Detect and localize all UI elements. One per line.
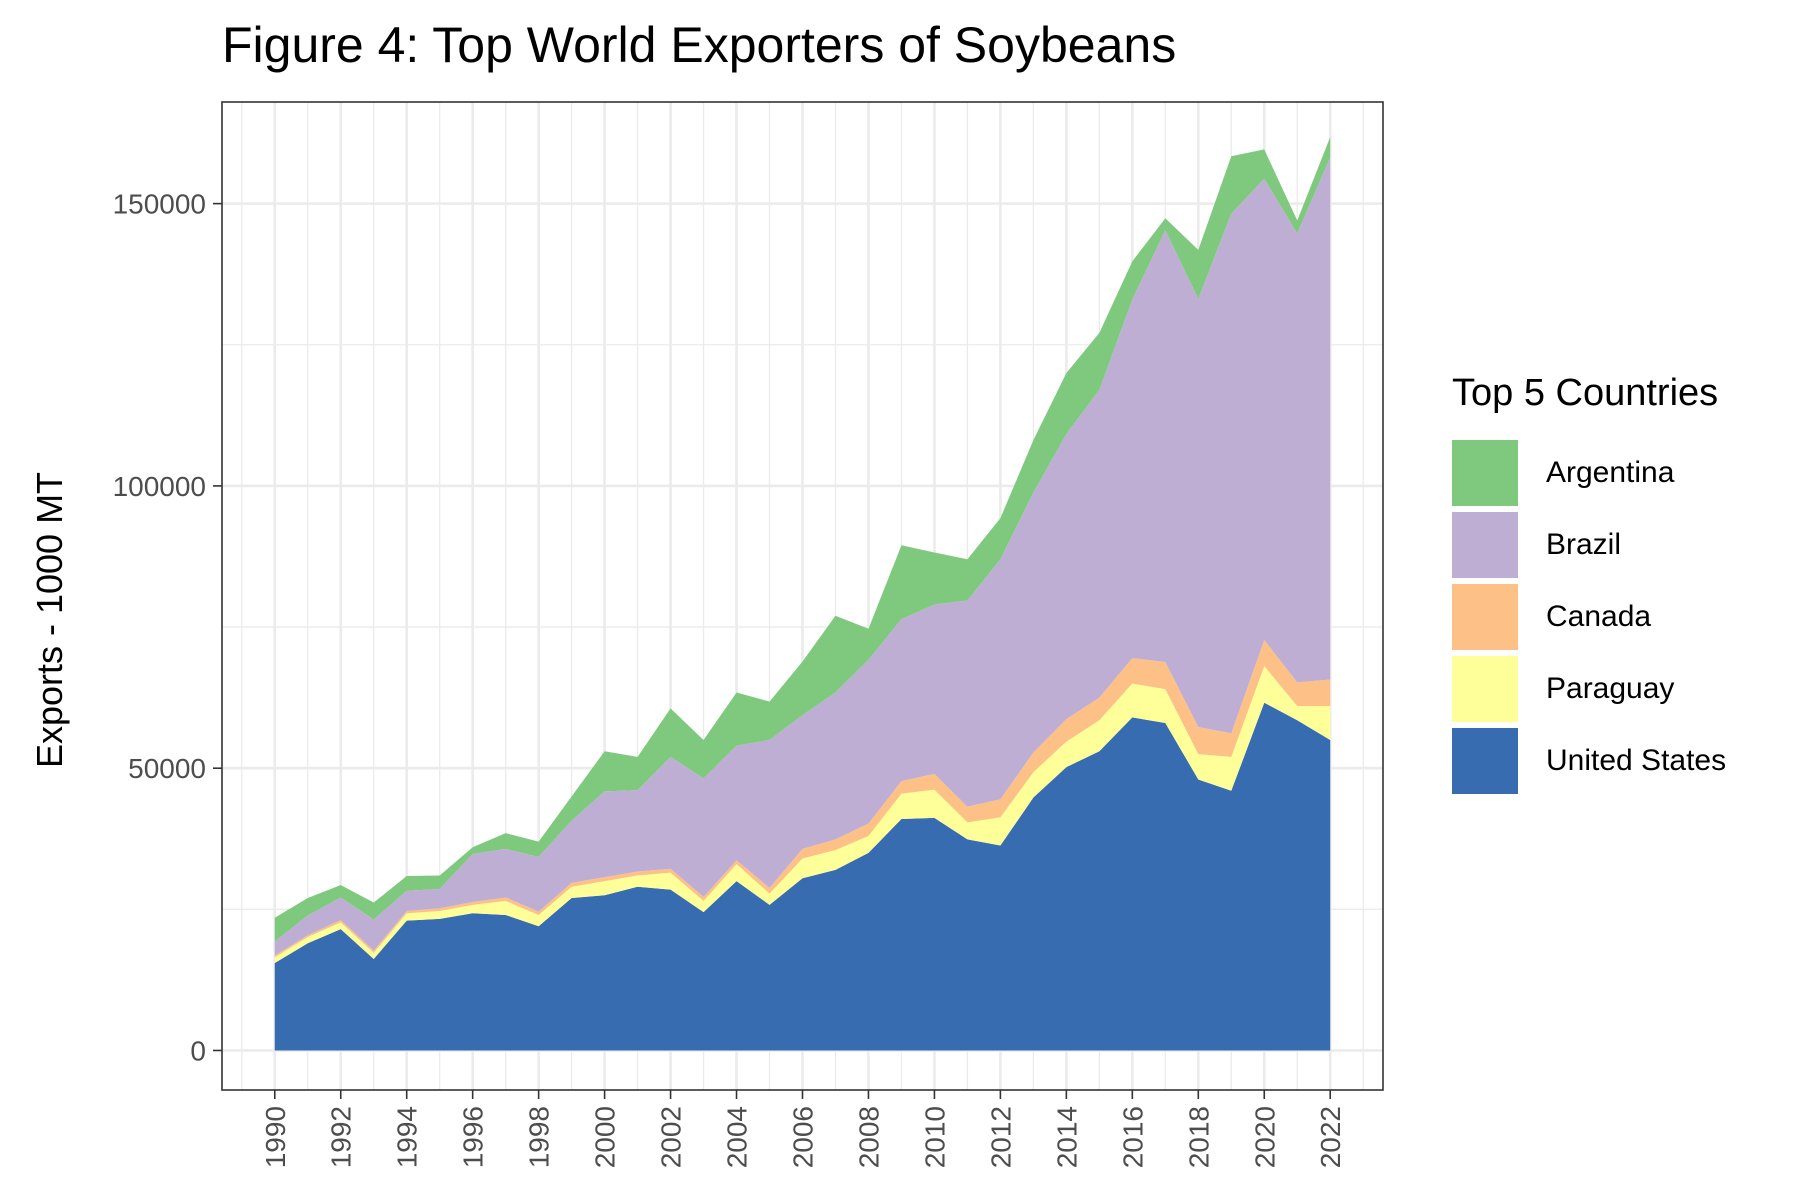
- legend-item: Brazil: [1452, 509, 1726, 581]
- legend-swatch: [1452, 584, 1518, 650]
- area-argentina: [274, 137, 1331, 942]
- area-canada: [274, 640, 1331, 958]
- legend-swatch: [1452, 512, 1518, 578]
- x-tick-label: 2010: [919, 1106, 950, 1168]
- legend-swatch: [1452, 728, 1518, 794]
- legend-item: Argentina: [1452, 437, 1726, 509]
- x-tick-label: 1990: [260, 1106, 291, 1168]
- x-tick-label: 2014: [1051, 1106, 1082, 1168]
- legend-swatch: [1452, 440, 1518, 506]
- legend-swatch: [1452, 656, 1518, 722]
- chart-title: Figure 4: Top World Exporters of Soybean…: [222, 17, 1177, 73]
- legend-item: Paraguay: [1452, 653, 1726, 725]
- legend: Top 5 Countries Argentina Brazil Canada Par…: [1452, 372, 1726, 797]
- y-tick-label: 0: [190, 1035, 206, 1066]
- x-tick-label: 2000: [590, 1106, 621, 1168]
- legend-label: Canada: [1546, 600, 1652, 633]
- x-tick-label: 2004: [722, 1106, 753, 1168]
- legend-label: Paraguay: [1546, 672, 1675, 705]
- y-tick-label: 100000: [113, 471, 206, 502]
- x-tick-label: 2012: [985, 1106, 1016, 1168]
- x-tick-label: 2008: [853, 1106, 884, 1168]
- legend-label: United States: [1546, 744, 1727, 777]
- x-tick-label: 2006: [788, 1106, 819, 1168]
- x-tick-label: 2022: [1315, 1106, 1346, 1168]
- area-brazil: [274, 157, 1331, 956]
- area-series: [274, 137, 1331, 1051]
- legend-item: United States: [1452, 725, 1726, 797]
- y-tick-label: 150000: [113, 189, 206, 220]
- x-tick-label: 1992: [326, 1106, 357, 1168]
- x-tick-label: 1998: [524, 1106, 555, 1168]
- legend-item: Canada: [1452, 581, 1726, 653]
- legend-title: Top 5 Countries: [1452, 372, 1719, 414]
- legend-label: Argentina: [1546, 456, 1675, 489]
- y-tick-label: 50000: [128, 753, 206, 784]
- x-tick-label: 2002: [656, 1106, 687, 1168]
- legend-label: Brazil: [1546, 528, 1622, 561]
- x-tick-label: 1996: [458, 1106, 489, 1168]
- axes: 0 50000 100000 150000 1990 1992 1994 1996 1998 20…: [113, 101, 1384, 1168]
- area-united-states: [274, 702, 1331, 1051]
- x-tick-label: 2016: [1117, 1106, 1148, 1168]
- legend-items: Argentina Brazil Canada Paraguay United Stat…: [1452, 437, 1726, 797]
- x-tick-label: 1994: [392, 1106, 423, 1168]
- x-tick-label: 2020: [1249, 1106, 1280, 1168]
- x-tick-label: 2018: [1183, 1106, 1214, 1168]
